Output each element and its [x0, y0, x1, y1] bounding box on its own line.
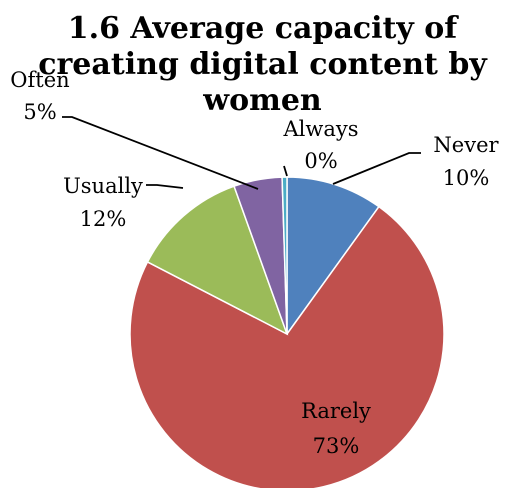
slice-label-often: Often [10, 68, 69, 92]
leader-line-usually [146, 184, 184, 189]
leader-lines [62, 116, 421, 190]
slice-percent-often: 5% [23, 100, 56, 124]
slice-label-rarely: Rarely [301, 399, 371, 423]
chart-title-line-1: 1.6 Average capacity of [67, 11, 458, 46]
slice-percent-usually: 12% [80, 207, 127, 231]
chart-title-line-3: women [203, 83, 322, 118]
pie-slice-always [281, 176, 288, 335]
slice-label-usually: Usually [63, 174, 143, 198]
pie-slices [129, 176, 445, 488]
pie-slice-usually [146, 185, 289, 336]
pie-slice-rarely [129, 205, 445, 488]
slice-label-never: Never [433, 133, 499, 157]
pie-slice-never [286, 176, 380, 337]
slice-labels: Never 10% Rarely 73% Usually 12% Often 5% Always… [10, 68, 499, 458]
leader-line-never [332, 152, 421, 185]
slice-label-always: Always [282, 117, 358, 141]
slice-percent-never: 10% [443, 166, 490, 190]
slice-percent-rarely: 73% [313, 434, 360, 458]
chart-title-line-2: creating digital content by [38, 47, 487, 82]
slice-percent-always: 0% [304, 149, 337, 173]
leader-line-often [62, 116, 259, 190]
leader-line-always [283, 165, 288, 177]
